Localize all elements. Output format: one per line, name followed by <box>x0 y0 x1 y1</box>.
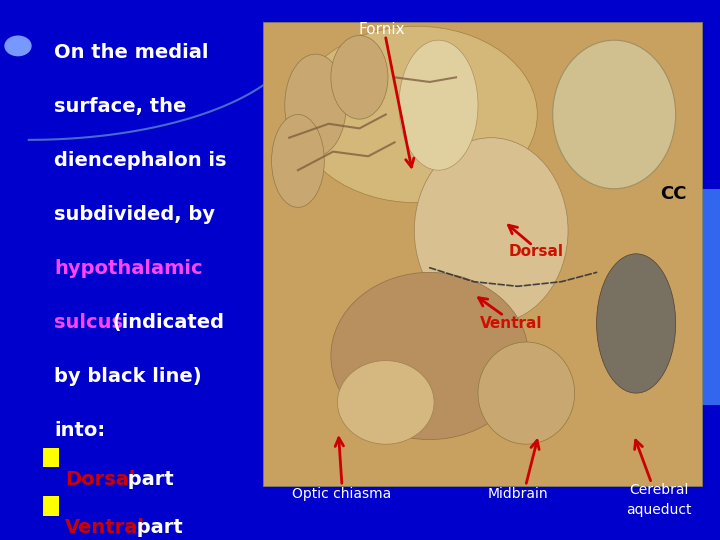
Bar <box>263 22 702 486</box>
Text: CC: CC <box>660 185 686 204</box>
Text: (indicated: (indicated <box>106 313 224 332</box>
Text: subdivided, by: subdivided, by <box>54 205 215 224</box>
Ellipse shape <box>478 342 575 444</box>
Text: Ventral: Ventral <box>65 518 145 537</box>
Text: by black line): by black line) <box>54 367 202 386</box>
Text: hypothalamic: hypothalamic <box>54 259 202 278</box>
Text: Midbrain: Midbrain <box>488 487 549 501</box>
Ellipse shape <box>553 40 675 189</box>
Text: sulcus: sulcus <box>54 313 123 332</box>
Text: part: part <box>130 518 183 537</box>
Ellipse shape <box>414 138 568 323</box>
Ellipse shape <box>399 40 478 170</box>
Circle shape <box>5 36 31 56</box>
Text: Fornix: Fornix <box>359 22 405 37</box>
Ellipse shape <box>331 272 528 440</box>
Ellipse shape <box>597 254 675 393</box>
Ellipse shape <box>271 114 324 207</box>
Bar <box>43 496 59 516</box>
Ellipse shape <box>338 361 434 444</box>
Ellipse shape <box>331 36 388 119</box>
Text: Optic chiasma: Optic chiasma <box>292 487 392 501</box>
Text: On the medial: On the medial <box>54 43 209 62</box>
Text: Ventral: Ventral <box>480 316 542 332</box>
Text: diencephalon is: diencephalon is <box>54 151 227 170</box>
Bar <box>43 448 59 467</box>
Text: Cerebral: Cerebral <box>629 483 688 497</box>
Text: aqueduct: aqueduct <box>626 503 691 517</box>
Ellipse shape <box>296 26 537 203</box>
Text: part: part <box>121 470 174 489</box>
Text: Dorsal: Dorsal <box>65 470 135 489</box>
Text: into:: into: <box>54 421 105 440</box>
Polygon shape <box>698 189 720 405</box>
Ellipse shape <box>285 54 346 156</box>
Text: Dorsal: Dorsal <box>509 244 564 259</box>
Text: surface, the: surface, the <box>54 97 186 116</box>
